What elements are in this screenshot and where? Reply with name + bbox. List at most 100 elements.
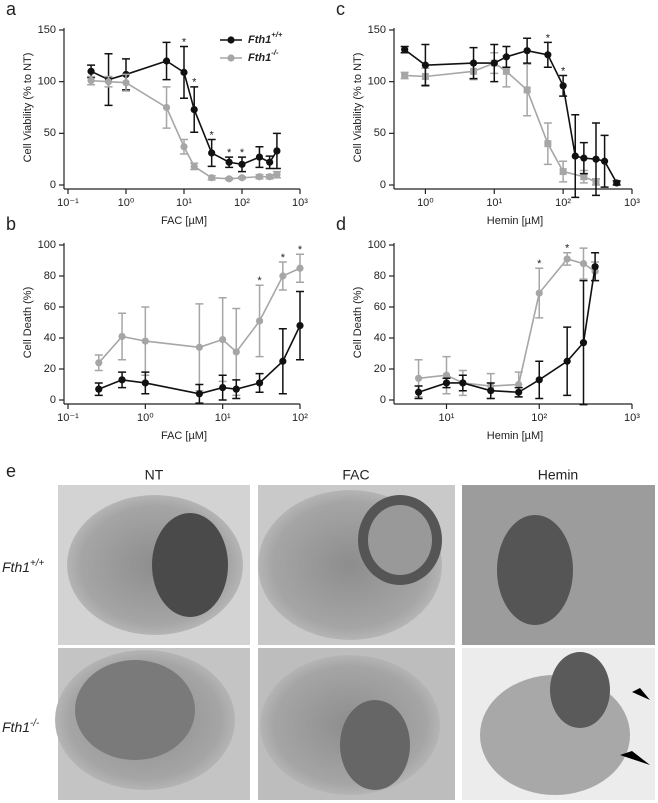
x-tick-label: 10² <box>234 197 250 209</box>
y-tick-label: 60 <box>374 301 386 313</box>
y-tick-label: 50 <box>44 127 56 139</box>
significance-marker: * <box>240 147 245 159</box>
marker <box>559 82 567 90</box>
significance-marker: * <box>565 243 570 255</box>
y-tick-label: 50 <box>374 127 386 139</box>
x-axis-label: Hemin [µM] <box>487 215 543 227</box>
y-tick-label: 0 <box>50 394 56 406</box>
marker <box>266 158 274 166</box>
y-tick-label: 20 <box>374 363 386 375</box>
panel-label: e <box>6 461 16 481</box>
legend-label: Fth1-/- <box>248 48 279 64</box>
marker <box>591 263 599 271</box>
row-label: Fth1-/- <box>2 718 40 735</box>
x-tick-label: 10⁻¹ <box>57 197 79 209</box>
marker <box>208 174 216 182</box>
x-tick-label: 10¹ <box>486 197 502 209</box>
x-tick-label: 10³ <box>624 197 640 209</box>
marker <box>523 47 531 55</box>
legend-label: Fth1+/+ <box>248 30 283 46</box>
marker <box>255 153 264 161</box>
y-tick-label: 80 <box>44 270 56 282</box>
marker <box>515 388 523 396</box>
marker <box>118 332 126 341</box>
marker <box>255 317 264 325</box>
marker <box>273 171 281 179</box>
y-axis-label: Cell Viability (% to NT) <box>22 53 34 163</box>
legend-marker <box>227 36 235 44</box>
y-tick-label: 40 <box>374 332 386 344</box>
marker <box>544 140 552 148</box>
column-label: Hemin <box>538 467 578 483</box>
nucleus <box>340 700 410 790</box>
marker <box>95 359 103 367</box>
y-tick-label: 0 <box>380 179 386 191</box>
marker <box>592 155 600 163</box>
marker <box>535 289 543 297</box>
x-tick-label: 10⁰ <box>417 197 434 209</box>
marker <box>421 61 430 69</box>
nucleus <box>152 513 228 617</box>
x-tick-label: 10² <box>555 197 571 209</box>
marker <box>266 173 274 181</box>
marker <box>613 179 621 187</box>
marker <box>190 162 198 170</box>
marker <box>563 357 571 365</box>
y-axis-label: Cell Death (%) <box>352 287 364 359</box>
marker <box>296 264 304 272</box>
nucleus-inner <box>368 505 432 575</box>
x-axis-label: FAC [µM] <box>161 430 207 442</box>
y-tick-label: 100 <box>368 76 386 88</box>
marker <box>273 147 281 155</box>
marker <box>219 384 227 392</box>
marker <box>195 343 203 351</box>
marker <box>559 168 567 176</box>
column-label: NT <box>145 467 164 483</box>
marker <box>180 143 188 151</box>
marker <box>579 339 588 347</box>
marker <box>279 357 287 365</box>
marker <box>87 67 95 75</box>
significance-marker: * <box>298 244 303 256</box>
marker <box>502 53 510 61</box>
marker <box>141 337 149 345</box>
series-line <box>418 258 596 387</box>
marker <box>442 371 451 379</box>
significance-marker: * <box>281 252 286 264</box>
x-axis-label: FAC [µM] <box>161 215 207 227</box>
marker <box>414 388 423 396</box>
significance-marker: * <box>182 36 187 48</box>
x-tick-label: 10¹ <box>215 412 231 424</box>
marker <box>490 59 498 67</box>
series-line <box>404 48 618 184</box>
marker <box>523 86 531 94</box>
panel-label: c <box>336 0 345 19</box>
nucleus <box>550 652 610 728</box>
marker <box>580 154 588 162</box>
x-tick-label: 10⁰ <box>137 412 154 424</box>
marker <box>232 385 240 393</box>
y-tick-label: 100 <box>368 239 386 251</box>
panel-label: d <box>336 214 346 234</box>
marker <box>162 57 171 65</box>
y-tick-label: 60 <box>44 301 56 313</box>
significance-marker: * <box>546 32 551 44</box>
marker <box>238 174 246 182</box>
marker <box>255 379 264 387</box>
significance-marker: * <box>192 77 197 89</box>
marker <box>442 379 451 387</box>
x-tick-label: 10⁻¹ <box>57 412 79 424</box>
x-tick-label: 10³ <box>624 412 640 424</box>
marker <box>87 77 95 85</box>
y-tick-label: 150 <box>38 24 56 36</box>
marker <box>190 105 198 114</box>
marker <box>219 335 227 344</box>
marker <box>600 157 609 165</box>
marker <box>502 67 510 75</box>
y-tick-label: 20 <box>44 363 56 375</box>
marker <box>487 387 495 395</box>
marker <box>118 376 126 384</box>
y-tick-label: 100 <box>38 239 56 251</box>
panel-label: b <box>6 214 16 234</box>
panel-label: a <box>6 0 17 19</box>
